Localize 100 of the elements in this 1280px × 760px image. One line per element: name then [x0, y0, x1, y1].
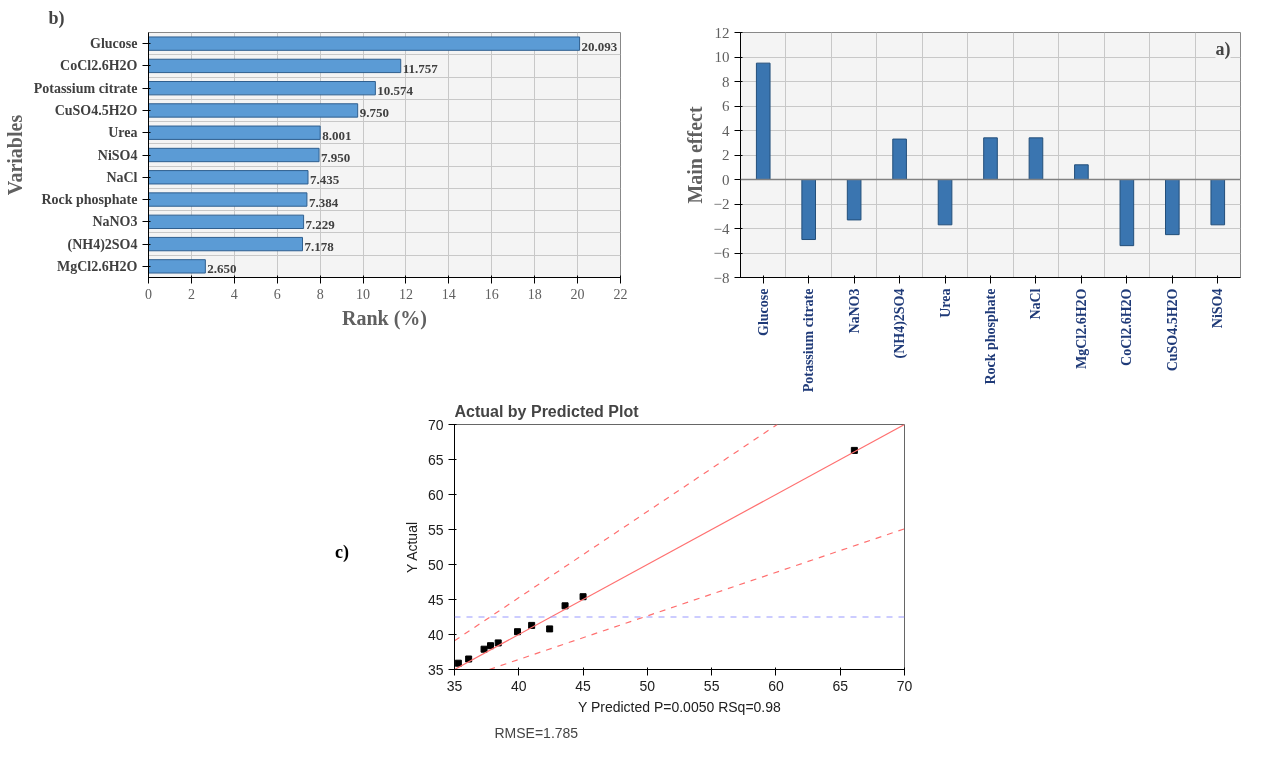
y-axis-title: Main effect	[683, 106, 706, 204]
x-axis-title: Y Predicted P=0.0050 RSq=0.98	[577, 698, 782, 715]
bar	[1165, 179, 1180, 236]
y-tick-label: −4	[713, 220, 730, 237]
bar	[892, 138, 907, 180]
y-tick-label: Glucose	[90, 36, 138, 52]
y-tick-label: Urea	[108, 125, 138, 141]
bar	[148, 103, 359, 118]
y-tick-label: 60	[427, 486, 444, 503]
data-label: 7.178	[304, 239, 335, 255]
x-tick-label: 40	[510, 677, 527, 694]
x-tick-label: 12	[398, 286, 413, 302]
x-tick-label: 70	[896, 677, 913, 694]
bar	[1119, 179, 1135, 247]
x-tick-label: 60	[768, 677, 784, 694]
y-tick-label: 55	[427, 521, 444, 538]
x-tick-label: 50	[639, 677, 656, 694]
bar	[148, 125, 321, 140]
bar	[755, 62, 771, 180]
y-tick-label: (NH4)2SO4	[67, 236, 138, 253]
x-tick-label: 14	[441, 286, 456, 302]
x-tick-label: CuSO4.5H2O	[1164, 288, 1180, 372]
bar	[1210, 179, 1226, 226]
x-tick-label: (NH4)2SO4	[892, 288, 909, 359]
x-tick-label: CoCl2.6H2O	[1119, 288, 1135, 366]
data-label: 8.001	[322, 127, 352, 143]
data-label: 7.950	[321, 150, 351, 165]
point	[454, 659, 462, 667]
x-tick-label: 35	[446, 677, 463, 694]
data-label: 11.757	[402, 60, 439, 76]
y-tick-label: 2	[722, 147, 730, 163]
data-label: 20.093	[581, 38, 618, 54]
y-tick-label: Potassium citrate	[33, 80, 138, 96]
bar	[1074, 164, 1089, 180]
y-tick-label: NaCl	[106, 169, 138, 185]
x-tick-label: Glucose	[755, 288, 771, 336]
x-tick-label: 4	[230, 286, 238, 302]
x-tick-label: Rock phosphate	[983, 288, 998, 385]
x-tick-label: 10	[356, 286, 371, 302]
y-axis-title: Y Actual	[403, 521, 420, 574]
data-label: 7.384	[308, 194, 339, 210]
y-tick-label: 0	[722, 171, 730, 188]
y-tick-label: MgCl2.6H2O	[57, 258, 138, 274]
x-tick-label: 6	[273, 286, 281, 302]
bar	[148, 147, 320, 163]
bar	[983, 137, 998, 180]
bar	[801, 179, 816, 241]
y-tick-label: CoCl2.6H2O	[60, 58, 138, 74]
bar	[148, 36, 581, 51]
bar	[148, 214, 305, 229]
x-tick-label: Potassium citrate	[801, 288, 817, 393]
y-tick-label: 12	[714, 24, 730, 41]
x-tick-label: 45	[575, 677, 592, 694]
bar	[148, 259, 206, 274]
y-tick-label: 50	[427, 556, 444, 573]
y-tick-label: 40	[427, 626, 444, 643]
data-label: 9.750	[359, 105, 389, 121]
bar	[148, 192, 308, 207]
x-tick-label: Urea	[937, 288, 953, 318]
bar	[148, 236, 303, 252]
y-tick-label: 35	[427, 661, 444, 678]
data-label: 10.574	[377, 83, 414, 99]
x-tick-label: 16	[484, 286, 499, 302]
y-tick-label: 8	[722, 73, 730, 90]
bar	[937, 179, 953, 226]
annotation: a)	[1215, 39, 1231, 61]
y-tick-label: CuSO4.5H2O	[54, 102, 138, 118]
x-tick-label: 8	[316, 286, 324, 302]
y-tick-label: Rock phosphate	[41, 192, 138, 208]
y-tick-label: −8	[713, 269, 730, 286]
chart-title: Actual by Predicted Plot	[454, 402, 640, 420]
x-tick-label: 2	[187, 286, 195, 302]
bar	[1028, 137, 1044, 180]
y-tick-label: 4	[722, 122, 730, 139]
data-label: 7.435	[310, 172, 340, 188]
y-tick-label: 70	[427, 416, 444, 433]
y-tick-label: 6	[722, 98, 730, 114]
y-tick-label: −6	[713, 245, 730, 261]
point	[546, 625, 554, 633]
point	[486, 642, 494, 650]
x-tick-label: 22	[613, 286, 628, 302]
text: RMSE=1.785	[494, 724, 579, 741]
point	[480, 645, 488, 653]
y-tick-label: 10	[714, 49, 730, 65]
data-label: 7.229	[305, 216, 336, 232]
bar	[148, 170, 309, 185]
x-tick-label: 20	[570, 286, 585, 302]
data-label: 2.650	[207, 261, 237, 277]
bar	[846, 179, 862, 221]
x-tick-label: NiSO4	[1210, 288, 1226, 329]
text: b)	[48, 7, 65, 29]
y-tick-label: 45	[427, 591, 444, 608]
y-tick-label: NiSO4	[97, 147, 138, 163]
y-axis-title: Variables	[3, 114, 26, 196]
bar	[148, 58, 402, 74]
bar	[148, 81, 376, 96]
x-tick-label: NaNO3	[846, 288, 862, 334]
x-tick-label: 0	[145, 286, 152, 302]
x-tick-label: 65	[832, 677, 849, 694]
y-tick-label: NaNO3	[92, 214, 138, 230]
